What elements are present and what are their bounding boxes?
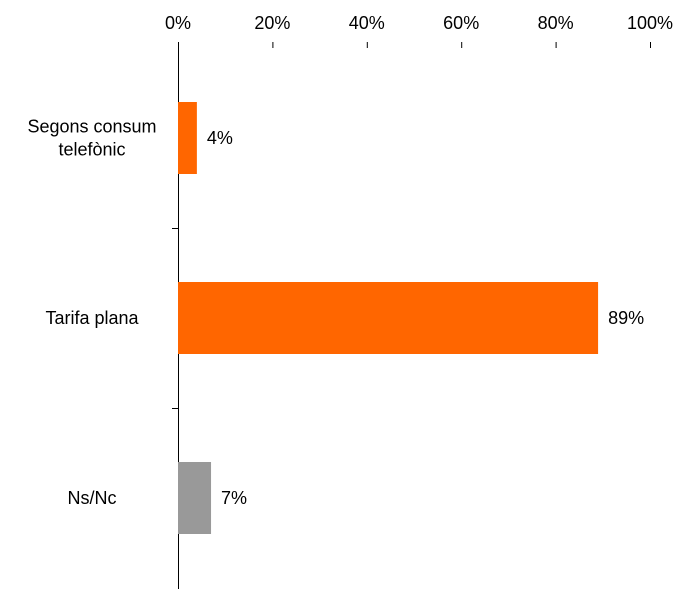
data-label: 7%	[221, 488, 247, 508]
category-label-line: Segons consum	[27, 117, 156, 137]
x-tick-label: 0%	[165, 13, 191, 33]
bar	[178, 102, 197, 174]
bar	[178, 282, 599, 354]
data-label: 4%	[207, 128, 233, 148]
x-tick-label: 100%	[627, 13, 673, 33]
labels: 0% 20% 40% 60% 80% 100% 4% Segons consum telefòn…	[27, 13, 673, 508]
bar	[178, 462, 212, 534]
x-tick-label: 60%	[443, 13, 479, 33]
category-label-line: telefònic	[58, 140, 125, 160]
category-label: Segons consum telefònic	[27, 117, 156, 160]
x-tick-label: 40%	[349, 13, 385, 33]
category-label: Ns/Nc	[68, 488, 117, 508]
category-label-line: Tarifa plana	[45, 308, 139, 328]
x-tick-label: 20%	[254, 13, 290, 33]
x-tick-label: 80%	[538, 13, 574, 33]
bars	[178, 102, 599, 534]
category-label: Tarifa plana	[45, 308, 139, 328]
category-label-line: Ns/Nc	[68, 488, 117, 508]
data-label: 89%	[608, 308, 644, 328]
